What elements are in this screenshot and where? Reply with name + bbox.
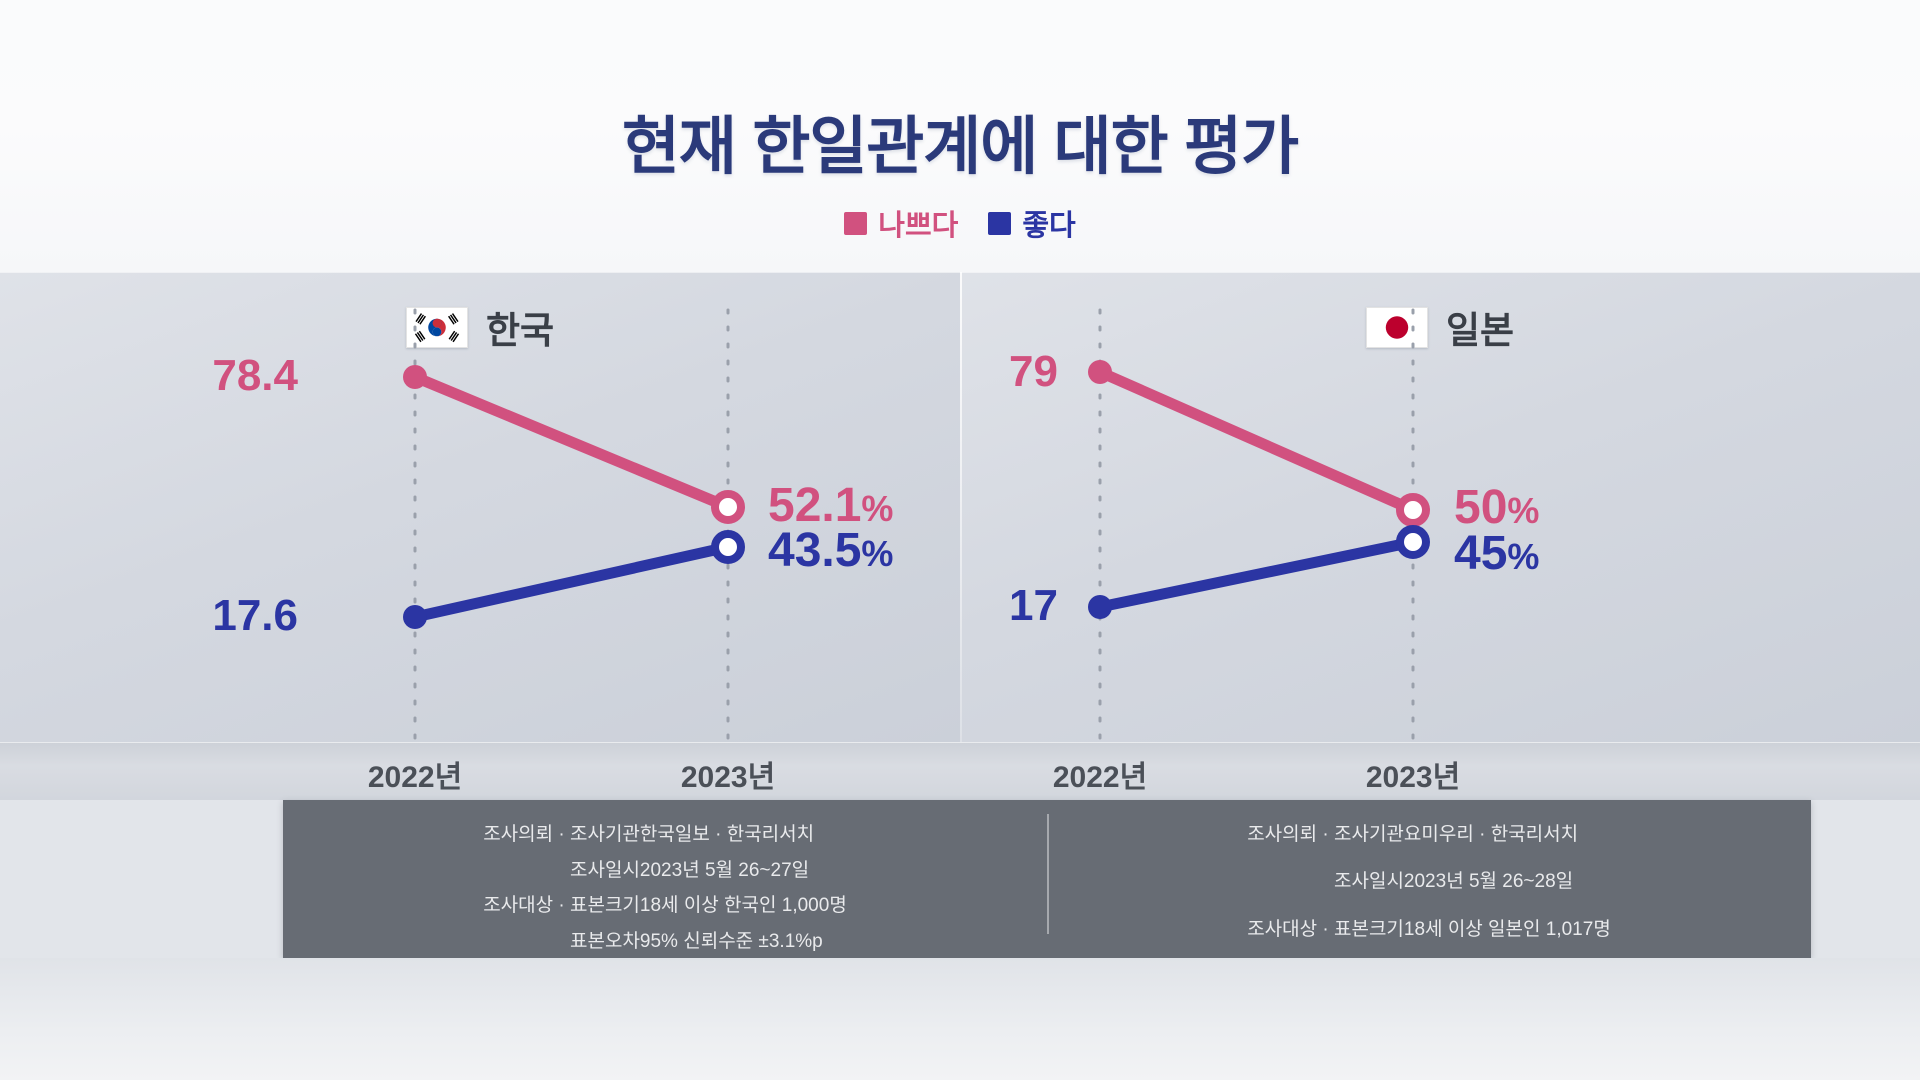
axis-tick-korea-2022: 2022년	[367, 761, 463, 794]
footnote-value: 2023년 5월 26~27일	[639, 859, 810, 881]
panel-japan: 일본 79 17 50% 4	[960, 272, 1920, 742]
legend-item-bad: 나쁘다	[844, 202, 958, 244]
footnote-key: 표본오차	[570, 930, 640, 952]
value-label-korea-good-2022: 17.6	[212, 591, 298, 640]
footnote-row: 조사의뢰 · 조사기관 한국일보 · 한국리서치	[483, 816, 847, 852]
value-label-japan-good-2023: 45%	[1454, 530, 1539, 578]
plot-korea: 78.4 17.6 52.1% 43.5%	[0, 272, 960, 742]
value-label-korea-good-2023: 43.5%	[768, 527, 893, 575]
axis-tick-korea-2023: 2023년	[680, 761, 776, 794]
jp-flag-icon	[1365, 306, 1428, 348]
footnote-key: 조사의뢰 · 조사기관	[1247, 824, 1404, 845]
panel-korea-header: 한국	[0, 300, 960, 354]
footnote-table-japan: 조사의뢰 · 조사기관 요미우리 · 한국리서치 조사일시 2023년 5월 2…	[1247, 816, 1611, 958]
panel-korea: 한국 78.4	[0, 272, 960, 742]
footnote-value: 18세 이상 한국인 1,000명	[639, 895, 847, 916]
legend-item-good: 좋다	[988, 202, 1076, 244]
percent-sign: %	[861, 533, 894, 574]
footnote-value: 요미우리 · 한국리서치	[1403, 824, 1579, 845]
legend-label-good: 좋다	[1022, 210, 1076, 242]
value-label-japan-bad-2023: 50%	[1454, 484, 1539, 532]
page-title: 현재 한일관계에 대한 평가	[621, 112, 1299, 182]
footnote-key: 조사의뢰 · 조사기관	[483, 824, 640, 845]
axis-tick-japan-2023: 2023년	[1365, 761, 1461, 794]
percent-sign: %	[861, 488, 894, 529]
footnote-row: 조사의뢰 · 조사기관 요미우리 · 한국리서치	[1247, 816, 1611, 863]
footnote-key: 조사일시	[570, 859, 640, 881]
footnote-key: 조사대상 · 표본크기	[483, 895, 640, 916]
percent-sign: %	[1507, 490, 1540, 531]
value-label-japan-bad-2022: 79	[1009, 347, 1058, 396]
footnote-row: 조사일시 2023년 5월 26~28일	[1247, 863, 1611, 910]
value-number: 52.1	[768, 479, 862, 532]
legend-swatch-bad-icon	[844, 211, 868, 235]
axis-tick-japan-2022: 2022년	[1052, 761, 1148, 794]
value-label-korea-bad-2023: 52.1%	[768, 482, 893, 530]
country-name-korea: 한국	[485, 310, 555, 351]
legend-label-bad: 나쁘다	[878, 210, 959, 242]
footnote-korea: 조사의뢰 · 조사기관 한국일보 · 한국리서치 조사일시 2023년 5월 2…	[283, 800, 1047, 958]
value-label-japan-good-2022: 17	[1009, 581, 1058, 630]
footnote-row: 조사일시 2023년 5월 26~27일	[483, 852, 847, 888]
x-axis-korea: 2022년 2023년	[0, 743, 960, 801]
bottom-background	[0, 958, 1920, 1080]
legend: 나쁘다 좋다	[0, 202, 1920, 244]
value-number: 45	[1454, 527, 1508, 580]
x-axis-japan: 2022년 2023년	[960, 743, 1920, 801]
footnote-value: 2023년 5월 26~28일	[1403, 871, 1574, 893]
value-number: 43.5	[768, 524, 862, 577]
chart-panels: 한국 78.4	[0, 272, 1920, 742]
source-footnote-box: 조사의뢰 · 조사기관 한국일보 · 한국리서치 조사일시 2023년 5월 2…	[283, 800, 1811, 958]
footnote-japan: 조사의뢰 · 조사기관 요미우리 · 한국리서치 조사일시 2023년 5월 2…	[1047, 800, 1811, 958]
footnote-key: 조사대상 · 표본크기	[1247, 918, 1404, 940]
footnote-value: 95% 신뢰수준 ±3.1%p	[639, 930, 823, 952]
footnote-table-korea: 조사의뢰 · 조사기관 한국일보 · 한국리서치 조사일시 2023년 5월 2…	[483, 816, 847, 958]
panel-japan-header: 일본	[960, 300, 1920, 354]
value-label-korea-bad-2022: 78.4	[212, 351, 298, 400]
x-axis-band: 2022년 2023년 2022년 2023년	[0, 742, 1920, 800]
percent-sign: %	[1507, 536, 1540, 577]
footnote-value: 18세 이상 일본인 1,017명	[1403, 918, 1611, 940]
country-name-japan: 일본	[1445, 310, 1515, 351]
footnote-row: 조사대상 · 표본크기 18세 이상 한국인 1,000명	[483, 887, 847, 923]
title-zone: 현재 한일관계에 대한 평가 나쁘다 좋다	[0, 0, 1920, 272]
footnote-row: 표본오차 95% 신뢰수준 ±3.1%p	[483, 923, 847, 959]
footnote-value: 한국일보 · 한국리서치	[639, 824, 815, 845]
plot-japan: 79 17 50% 45%	[960, 272, 1920, 742]
footnote-row: 조사대상 · 표본크기 18세 이상 일본인 1,017명	[1247, 911, 1611, 958]
footnote-key: 조사일시	[1334, 871, 1404, 893]
kr-flag-icon	[405, 306, 468, 348]
value-number: 50	[1454, 481, 1508, 534]
legend-swatch-good-icon	[988, 211, 1012, 235]
